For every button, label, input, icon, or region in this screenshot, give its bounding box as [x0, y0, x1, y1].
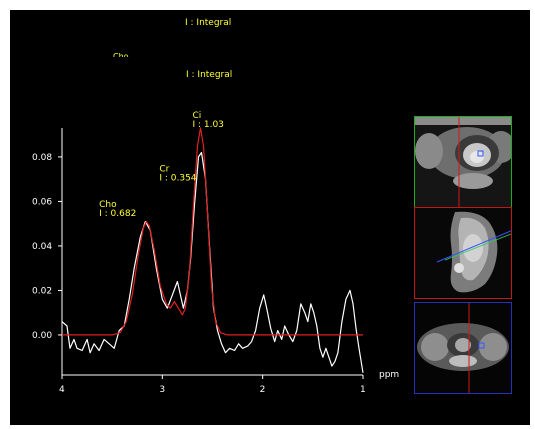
measured-spectrum-line: [61, 151, 364, 373]
sagittal-thumbnail[interactable]: [414, 207, 512, 299]
peak-label-ci: Ci: [192, 111, 201, 121]
peak-label-cho: Cho: [99, 200, 117, 210]
peak-integral-ci: I : 1.03: [192, 120, 223, 130]
x-tick-label: 1: [360, 385, 366, 395]
x-tick-label: 4: [59, 385, 65, 395]
axial-bottom-thumbnail[interactable]: [414, 302, 512, 394]
y-tick-label: 0.06: [32, 197, 52, 207]
spectroscopy-viewer: I : Integral Cho I : Integral 0.08 0.06 0.…: [10, 10, 530, 425]
sagittal-pelvis-image: [415, 208, 511, 298]
y-tick-label: 0.00: [32, 331, 52, 341]
axial-lower-pelvis-image: [415, 303, 511, 393]
y-tick-label: 0.04: [32, 242, 52, 252]
peak-integral-cr: I : 0.354: [159, 173, 196, 183]
peak-label-cr: Cr: [159, 164, 169, 174]
y-tick-label: 0.08: [32, 153, 52, 163]
x-axis-label: ppm: [379, 370, 399, 380]
integral-label-main: I : Integral: [186, 70, 233, 80]
peak-integral-cho: I : 0.682: [99, 209, 136, 219]
x-tick-label: 3: [159, 385, 165, 395]
axial-top-thumbnail[interactable]: [414, 116, 512, 208]
x-tick-label: 2: [260, 385, 266, 395]
fitted-spectrum-line: [62, 127, 363, 336]
axial-pelvis-image: [415, 117, 511, 207]
y-tick-label: 0.02: [32, 286, 52, 296]
integral-label-top: I : Integral: [185, 18, 232, 28]
clipped-header-text: Cho: [113, 52, 129, 57]
